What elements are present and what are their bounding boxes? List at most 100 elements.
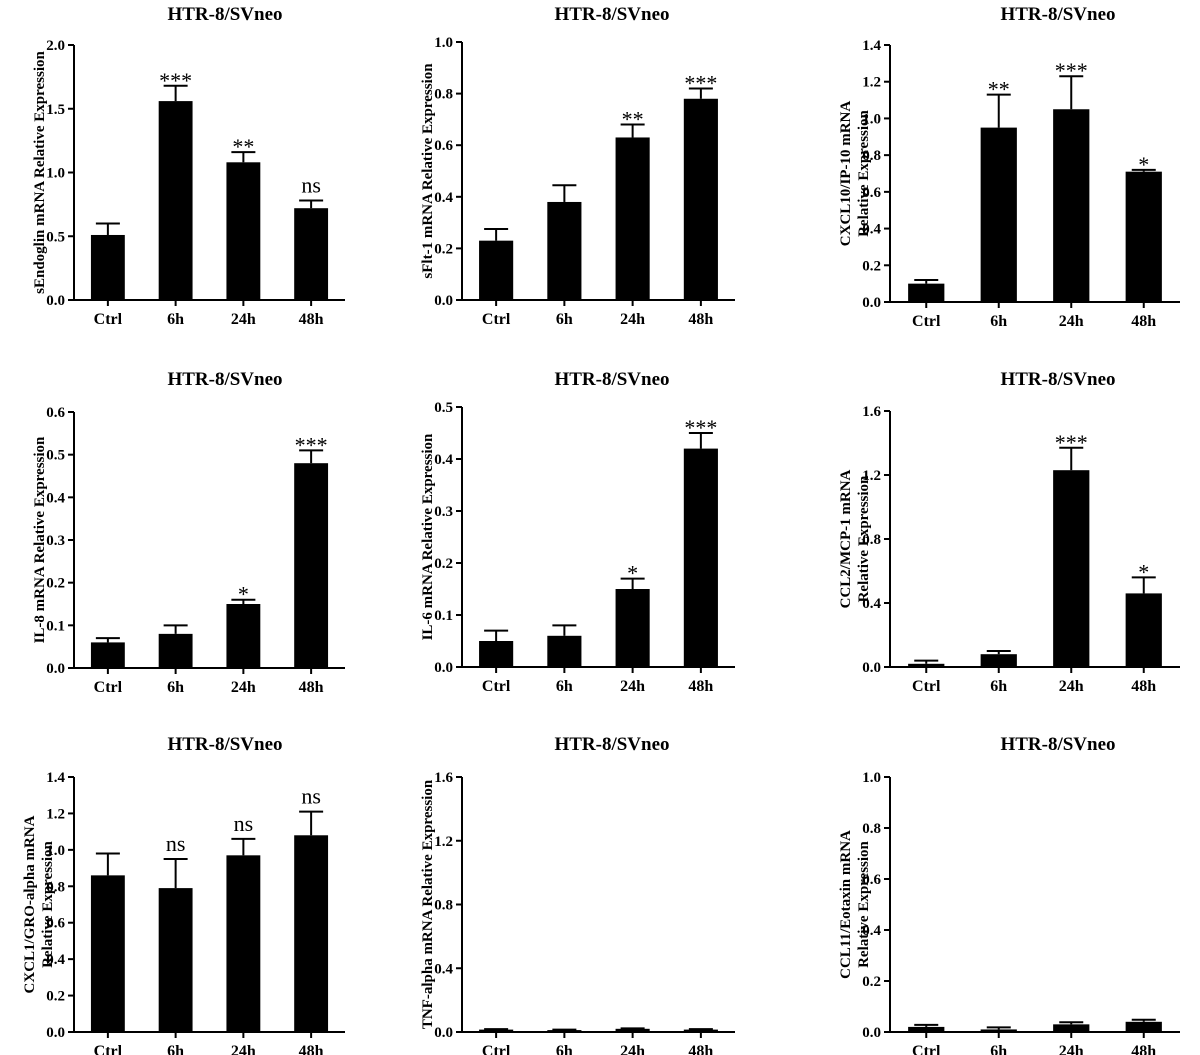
x-tick-label: 6h bbox=[990, 1043, 1007, 1055]
bar-48h bbox=[1125, 593, 1162, 667]
significance-label: ** bbox=[988, 77, 1010, 102]
y-tick-label: 0.5 bbox=[46, 229, 65, 245]
y-axis-label: CXCL10/IP-10 mRNA bbox=[838, 101, 854, 247]
bar-24h bbox=[615, 1028, 650, 1032]
y-tick-label: 0.8 bbox=[862, 821, 881, 837]
y-tick-label: 0.0 bbox=[434, 1025, 453, 1041]
panel-1: HTR-8/SVneo sEndoglin mRNA Relative Expre… bbox=[32, 4, 345, 328]
x-tick-label: Ctrl bbox=[482, 678, 511, 695]
panel-9: HTR-8/SVneo CCL11/Eotaxin mRNA Relative Ex… bbox=[838, 734, 1180, 1055]
y-tick-label: 0.5 bbox=[434, 400, 453, 416]
bar-48h bbox=[1125, 171, 1162, 302]
y-tick-label: 0.1 bbox=[434, 608, 453, 624]
y-tick-label: 0.4 bbox=[434, 190, 453, 206]
y-tick-label: 0.6 bbox=[46, 916, 65, 932]
y-tick-label: 1.2 bbox=[862, 75, 881, 91]
significance-label: ** bbox=[622, 107, 644, 132]
bar-24h bbox=[1053, 470, 1090, 667]
y-axis-label: sFlt-1 mRNA Relative Expression bbox=[420, 63, 436, 279]
y-tick-label: 0.8 bbox=[46, 879, 65, 895]
bar-6h bbox=[547, 635, 582, 667]
bar-24h bbox=[226, 855, 261, 1032]
y-axis-label: sEndoglin mRNA Relative Expression bbox=[32, 51, 48, 294]
y-tick-label: 0.2 bbox=[434, 241, 453, 257]
y-tick-label: 1.2 bbox=[46, 806, 65, 822]
bar-ctrl bbox=[90, 234, 125, 300]
y-axis-label: CCL2/MCP-1 mRNA bbox=[838, 469, 854, 608]
significance-label: ns bbox=[301, 784, 321, 809]
panel-title: HTR-8/SVneo bbox=[1000, 369, 1115, 390]
x-tick-label: 6h bbox=[167, 679, 184, 696]
significance-label: ns bbox=[166, 831, 186, 856]
x-tick-label: 6h bbox=[167, 1043, 184, 1055]
y-tick-label: 1.0 bbox=[862, 770, 881, 786]
bar-24h bbox=[226, 162, 261, 300]
panel-title: HTR-8/SVneo bbox=[1000, 734, 1115, 755]
bar-24h bbox=[226, 604, 261, 668]
y-tick-label: 0.0 bbox=[46, 661, 65, 677]
bar-ctrl bbox=[90, 642, 125, 668]
x-tick-label: 48h bbox=[1131, 678, 1156, 695]
y-tick-label: 1.0 bbox=[434, 35, 453, 51]
bar-6h bbox=[547, 201, 582, 300]
bar-6h bbox=[158, 888, 193, 1032]
x-tick-label: 6h bbox=[556, 678, 573, 695]
bar-24h bbox=[1053, 109, 1090, 302]
y-tick-label: 0.0 bbox=[862, 295, 881, 311]
significance-label: ns bbox=[234, 811, 254, 836]
x-tick-label: Ctrl bbox=[94, 1043, 123, 1055]
significance-label: *** bbox=[1055, 430, 1088, 455]
y-tick-label: 0.2 bbox=[46, 989, 65, 1005]
panel-6: HTR-8/SVneo CCL2/MCP-1 mRNA Relative Expre… bbox=[838, 369, 1180, 695]
bar-ctrl bbox=[908, 283, 945, 302]
significance-label: ** bbox=[232, 134, 254, 159]
bar-6h bbox=[547, 1030, 582, 1032]
significance-label: * bbox=[238, 582, 249, 607]
x-tick-label: 48h bbox=[1131, 1043, 1156, 1055]
bar-ctrl bbox=[908, 663, 945, 667]
y-tick-label: 0.8 bbox=[862, 532, 881, 548]
y-tick-label: 0.2 bbox=[434, 556, 453, 572]
x-tick-label: 48h bbox=[688, 678, 713, 695]
y-tick-label: 0.4 bbox=[434, 961, 453, 977]
bar-ctrl bbox=[90, 875, 125, 1032]
y-tick-label: 0.2 bbox=[862, 974, 881, 990]
bar-6h bbox=[980, 127, 1017, 302]
panel-title: HTR-8/SVneo bbox=[554, 734, 669, 755]
x-tick-label: 24h bbox=[231, 311, 256, 328]
x-tick-label: 48h bbox=[299, 679, 324, 696]
y-axis-label: TNF-alpha mRNA Relative Expression bbox=[420, 779, 436, 1029]
y-tick-label: 0.3 bbox=[434, 504, 453, 520]
y-tick-label: 1.4 bbox=[46, 770, 65, 786]
y-tick-label: 0.6 bbox=[46, 405, 65, 421]
y-axis-label: IL-8 mRNA Relative Expression bbox=[32, 436, 48, 643]
x-tick-label: 48h bbox=[688, 311, 713, 328]
y-tick-label: 0.4 bbox=[862, 222, 881, 238]
panel-7: HTR-8/SVneo CXCL1/GRO-alpha mRNA Relative … bbox=[22, 734, 345, 1055]
significance-label: * bbox=[1138, 152, 1149, 177]
y-tick-label: 1.4 bbox=[862, 38, 881, 54]
x-tick-label: 24h bbox=[620, 311, 645, 328]
y-tick-label: 0.0 bbox=[862, 1025, 881, 1041]
panel-4: HTR-8/SVneo IL-8 mRNA Relative Expression… bbox=[32, 369, 345, 696]
x-tick-label: 6h bbox=[167, 311, 184, 328]
y-tick-label: 1.2 bbox=[434, 834, 453, 850]
panel-title: HTR-8/SVneo bbox=[554, 4, 669, 25]
significance-label: *** bbox=[684, 415, 717, 440]
x-tick-label: 48h bbox=[688, 1043, 713, 1055]
y-tick-label: 1.6 bbox=[862, 404, 881, 420]
y-tick-label: 1.0 bbox=[46, 843, 65, 859]
bar-48h bbox=[683, 1029, 718, 1032]
y-axis-label-line2: Relative Expression bbox=[856, 475, 872, 602]
x-tick-label: 6h bbox=[556, 1043, 573, 1055]
y-tick-label: 0.8 bbox=[434, 87, 453, 103]
y-tick-label: 0.2 bbox=[862, 258, 881, 274]
y-axis-label: CCL11/Eotaxin mRNA bbox=[838, 830, 854, 979]
panel-title: HTR-8/SVneo bbox=[167, 4, 282, 25]
y-tick-label: 0.6 bbox=[862, 872, 881, 888]
y-tick-label: 1.2 bbox=[862, 468, 881, 484]
y-tick-label: 0.4 bbox=[434, 452, 453, 468]
x-tick-label: Ctrl bbox=[482, 311, 511, 328]
x-tick-label: 48h bbox=[299, 311, 324, 328]
x-tick-label: 24h bbox=[620, 678, 645, 695]
